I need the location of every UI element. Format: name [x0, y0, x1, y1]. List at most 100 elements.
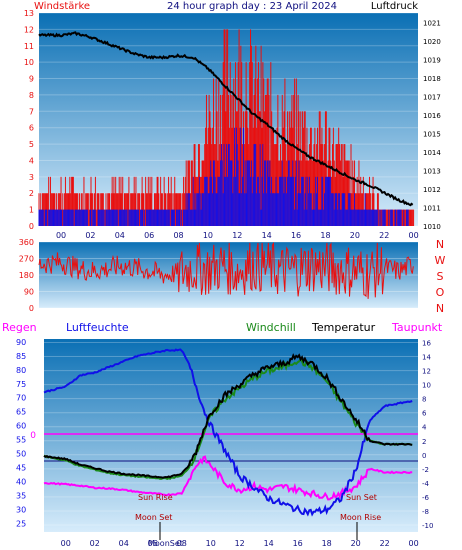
bottom-right-tick: -8 — [422, 508, 429, 516]
top-x-tick: 20 — [350, 231, 360, 240]
top-x-tick: 00 — [56, 231, 66, 240]
compass-letter: N — [436, 238, 444, 251]
bottom-right-tick: 14 — [422, 354, 431, 362]
wind-direction-series — [38, 241, 414, 299]
moon-rise-label: Moon Rise — [340, 513, 381, 522]
bottom-left-tick: 80 — [16, 366, 26, 375]
bottom-left-tick: 70 — [16, 394, 26, 403]
top-left-tick: 10 — [24, 58, 34, 67]
bottom-left-tick: 40 — [16, 478, 26, 487]
bottom-right-tick: 16 — [422, 340, 431, 348]
luftfeuchte-line — [43, 348, 413, 517]
astro-annotations: Sun Rise Moon Set Sun Set Moon Rise — [135, 493, 381, 540]
top-right-tick: 1021 — [423, 19, 441, 27]
top-right-tick: 1019 — [423, 56, 441, 64]
top-left-tick: 4 — [29, 156, 34, 165]
mid-left-tick: 180 — [19, 271, 34, 280]
moon-set-label: Moon Set — [135, 513, 172, 522]
mid-left-tick: 90 — [24, 288, 34, 297]
top-right-tick: 1011 — [423, 204, 441, 212]
taupunkt-line — [43, 455, 413, 501]
top-left-tick: 0 — [29, 222, 34, 231]
bottom-left-tick: 65 — [16, 408, 26, 417]
rain-zero-label: 0 — [30, 431, 36, 441]
bottom-x-tick: 14 — [264, 539, 274, 548]
top-left-tick: 7 — [29, 107, 34, 116]
bottom-x-tick: 12 — [235, 539, 245, 548]
top-right-tick: 1013 — [423, 167, 441, 175]
top-left-tick: 5 — [29, 140, 34, 149]
bottom-x-tick: 10 — [206, 539, 216, 548]
bottom-left-tick: 30 — [16, 506, 26, 515]
top-left-tick: 13 — [24, 9, 34, 18]
bottom-x-tick: 02 — [90, 539, 100, 548]
windstaerke-label: Windstärke — [34, 1, 90, 12]
bottom-x-tick: 04 — [119, 539, 129, 548]
bottom-left-tick: 50 — [16, 450, 26, 459]
legend-windchill: Windchill — [246, 321, 296, 334]
bottom-x-tick: 20 — [351, 539, 361, 548]
sun-rise-label: Sun Rise — [138, 493, 173, 502]
top-left-tick: 8 — [29, 91, 34, 100]
top-left-tick: 1 — [29, 206, 34, 215]
bottom-series — [43, 348, 413, 517]
mid-left-tick: 360 — [19, 238, 34, 247]
bottom-right-tick: -2 — [422, 466, 429, 474]
top-right-tick: 1010 — [423, 223, 441, 231]
bottom-right-tick: 0 — [422, 452, 426, 460]
bottom-plot-bg — [44, 339, 418, 532]
top-left-tick: 9 — [29, 75, 34, 84]
bottom-grid — [44, 342, 418, 526]
bottom-left-tick: 55 — [16, 436, 26, 445]
compass-letter: N — [436, 302, 444, 315]
top-left-tick: 11 — [24, 42, 34, 51]
bottom-left-axis: 25 30 35 40 45 50 55 60 65 70 75 80 85 90 — [16, 338, 26, 529]
bottom-x-tick: 06 — [148, 539, 158, 548]
bottom-left-tick: 35 — [16, 492, 26, 501]
top-right-tick: 1017 — [423, 93, 441, 101]
moonset-axis-label: MoonSet — [148, 539, 183, 548]
top-left-tick: 12 — [24, 25, 34, 34]
top-right-tick: 1015 — [423, 130, 441, 138]
bottom-right-tick: -10 — [422, 522, 433, 530]
bottom-x-tick: 16 — [293, 539, 303, 548]
sun-set-label: Sun Set — [346, 493, 377, 502]
bottom-right-tick: 4 — [422, 424, 427, 432]
bottom-x-tick: 08 — [177, 539, 187, 548]
mid-left-tick: 0 — [29, 304, 34, 313]
top-x-tick: 22 — [379, 231, 389, 240]
wind-bars — [38, 29, 415, 226]
pressure-line — [38, 31, 414, 207]
bottom-x-tick: 00 — [409, 539, 419, 548]
top-x-tick: 06 — [144, 231, 154, 240]
bottom-right-tick: 2 — [422, 438, 426, 446]
mid-left-tick: 270 — [19, 255, 34, 264]
top-right-axis: 1010 1011 1012 1013 1014 1015 1016 1017 1018 1019… — [423, 19, 441, 231]
bottom-left-tick: 90 — [16, 338, 26, 347]
mid-left-axis: 0 90 180 270 360 — [19, 238, 34, 313]
temperature-panel: Regen Luftfeuchte Windchill Temperatur T… — [2, 321, 443, 548]
bottom-x-tick: 22 — [380, 539, 390, 548]
top-x-tick: 10 — [203, 231, 213, 240]
top-x-tick: 04 — [115, 231, 125, 240]
bottom-right-tick: 6 — [422, 410, 427, 418]
top-left-tick: 2 — [29, 189, 34, 198]
top-x-tick: 18 — [320, 231, 330, 240]
bottom-left-tick: 85 — [16, 352, 26, 361]
top-right-tick: 1016 — [423, 112, 441, 120]
top-x-tick: 02 — [85, 231, 95, 240]
bottom-x-axis: 00 02 04 06 08 10 12 14 16 18 20 22 00 — [61, 539, 419, 548]
compass-letter: S — [437, 270, 444, 283]
legend-taupunkt: Taupunkt — [391, 321, 443, 334]
top-x-tick: 00 — [408, 231, 418, 240]
bottom-right-axis: -10 -8 -6 -4 -2 0 2 4 6 8 10 12 14 16 — [422, 340, 433, 530]
legend-regen: Regen — [2, 321, 37, 334]
compass-letter: O — [436, 286, 445, 299]
bottom-left-tick: 75 — [16, 380, 26, 389]
top-x-tick: 12 — [232, 231, 242, 240]
top-right-tick: 1014 — [423, 149, 441, 157]
top-right-tick: 1012 — [423, 186, 441, 194]
